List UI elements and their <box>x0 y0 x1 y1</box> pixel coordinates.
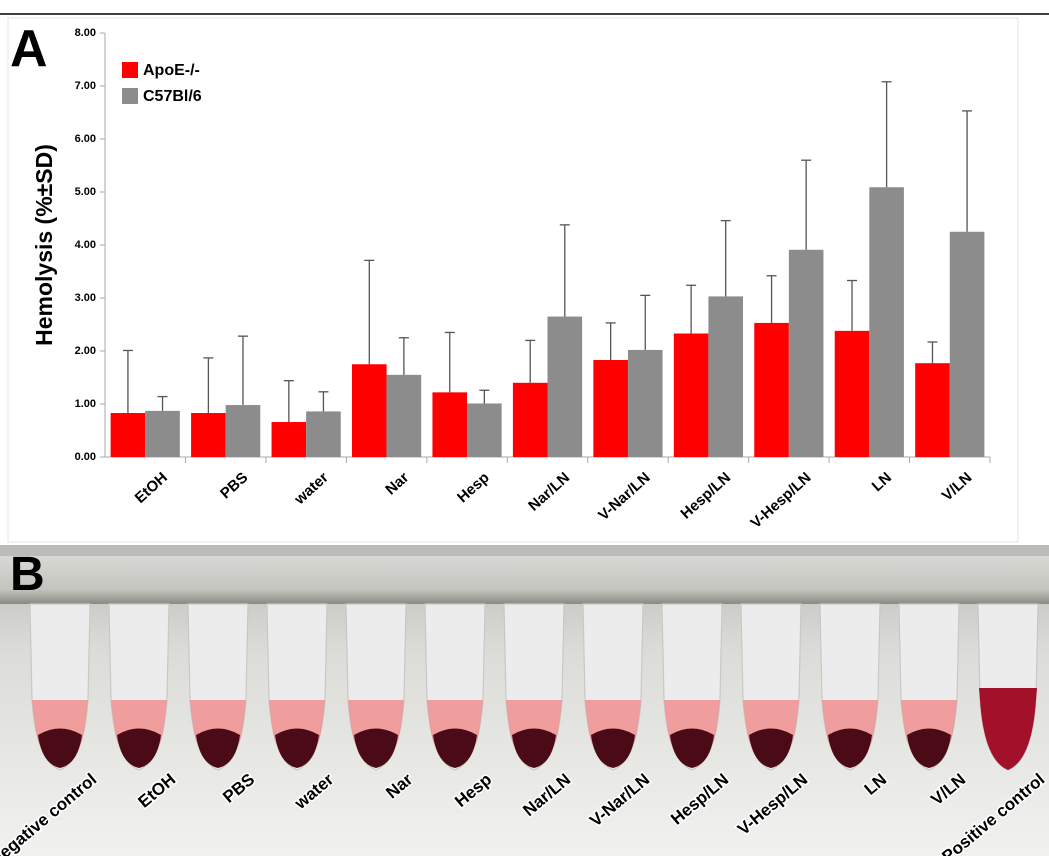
tube-rack <box>0 556 1049 604</box>
legend-swatch <box>122 62 138 78</box>
panel-label: B <box>10 548 45 601</box>
bar <box>628 350 663 457</box>
y-tick-label: 0.00 <box>75 451 96 463</box>
page: A Hemolysis (%±SD) B Negative controlEtO… <box>0 0 1049 856</box>
bar <box>950 232 985 457</box>
bar <box>352 364 387 457</box>
legend-label: C57Bl/6 <box>143 88 202 105</box>
bar <box>674 334 709 457</box>
bar <box>513 383 548 457</box>
bar <box>111 413 146 457</box>
bar <box>915 363 950 457</box>
figure: A Hemolysis (%±SD) B Negative controlEtO… <box>0 0 1049 856</box>
legend-label: ApoE-/- <box>143 62 200 79</box>
legend-swatch <box>122 88 138 104</box>
y-tick-label: 8.00 <box>75 27 96 39</box>
bar <box>387 375 422 457</box>
bar <box>593 360 628 457</box>
bar <box>835 331 870 457</box>
bar <box>145 411 180 457</box>
bar <box>869 187 904 457</box>
bar <box>754 323 789 457</box>
panel-label: A <box>10 20 48 78</box>
y-tick-label: 6.00 <box>75 133 96 145</box>
bar <box>789 250 824 457</box>
y-tick-label: 7.00 <box>75 80 96 92</box>
bar <box>548 317 583 457</box>
bar <box>226 405 261 457</box>
bar <box>467 403 502 457</box>
bar <box>306 411 341 457</box>
y-tick-label: 2.00 <box>75 345 96 357</box>
y-axis-label: Hemolysis (%±SD) <box>31 144 57 346</box>
bar <box>432 392 467 457</box>
y-tick-label: 1.00 <box>75 398 96 410</box>
y-tick-label: 3.00 <box>75 292 96 304</box>
bar <box>272 422 307 457</box>
bar <box>708 296 743 457</box>
y-tick-label: 4.00 <box>75 239 96 251</box>
y-tick-label: 5.00 <box>75 186 96 198</box>
bar <box>191 413 226 457</box>
